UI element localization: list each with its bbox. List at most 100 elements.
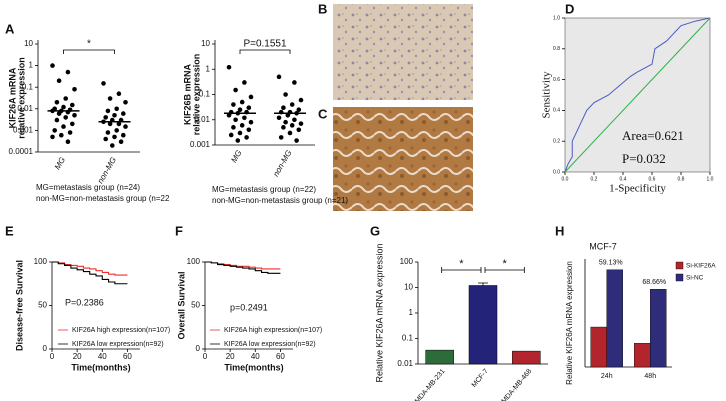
data-point xyxy=(226,64,232,70)
annotation: P=0.1551 xyxy=(243,39,287,50)
data-point xyxy=(296,127,302,133)
data-point xyxy=(294,138,299,143)
data-point xyxy=(242,80,247,85)
y-tick-label: 0 xyxy=(196,344,201,353)
legend-label: Si-KIF26A xyxy=(686,263,716,270)
data-point xyxy=(61,124,66,129)
bar xyxy=(606,269,623,368)
data-point xyxy=(278,135,284,140)
data-point xyxy=(235,138,241,143)
data-point xyxy=(70,121,75,127)
y-tick-label: 0.2 xyxy=(553,139,560,145)
x-tick-label: 0 xyxy=(50,352,55,361)
data-point xyxy=(54,117,60,123)
x-tick-label: MG xyxy=(229,149,243,165)
data-point xyxy=(298,121,304,126)
y-axis-label: Disease-free Survival xyxy=(14,260,24,351)
data-point xyxy=(116,91,122,97)
data-point xyxy=(63,115,68,120)
data-point xyxy=(107,96,113,101)
curve xyxy=(564,17,711,173)
panel-letter: C xyxy=(318,106,328,121)
annotation: 68.66% xyxy=(642,279,666,286)
panel-letter: H xyxy=(555,223,564,238)
y-tick-label: 10 xyxy=(201,39,210,48)
data-point xyxy=(233,117,238,123)
y-tick-label: 1 xyxy=(29,61,34,70)
bar xyxy=(425,349,454,365)
x-tick-label: 0.6 xyxy=(649,176,656,182)
ihc-image-b xyxy=(333,4,473,100)
x-tick-label: 0.4 xyxy=(620,176,627,182)
y-tick-label: 0.1 xyxy=(22,82,34,91)
data-point xyxy=(101,81,106,86)
panel-letter: G xyxy=(370,223,380,238)
annotation: Area=0.621 xyxy=(622,128,684,143)
y-axis-label: KIF26B mRNA xyxy=(182,63,192,125)
data-point xyxy=(67,130,73,135)
y-tick-label: 0.001 xyxy=(190,140,211,149)
y-tick-label: 0.01 xyxy=(194,115,210,124)
chart-title: MCF-7 xyxy=(589,241,617,251)
y-tick-label: 50 xyxy=(191,301,200,310)
data-point xyxy=(103,115,108,120)
y-tick-label: 0.1 xyxy=(402,334,414,343)
x-tick-label: 60 xyxy=(123,352,132,361)
note: non-MG=non-metastasis group (n=21) xyxy=(212,196,348,205)
data-point xyxy=(50,63,55,68)
y-axis-label: Overall Survival xyxy=(176,271,186,339)
bar xyxy=(650,289,667,368)
data-point xyxy=(292,80,297,85)
panel-letter: A xyxy=(5,21,15,36)
data-point xyxy=(52,128,57,133)
legend-label: Si-NC xyxy=(686,275,704,282)
data-point xyxy=(56,78,62,83)
y-tick-label: 100 xyxy=(34,257,48,266)
data-point xyxy=(121,111,126,116)
annotation: 59.13% xyxy=(599,260,623,267)
error-bar xyxy=(478,282,488,286)
y-tick-label: 100 xyxy=(400,257,414,266)
data-point xyxy=(70,102,75,108)
data-point xyxy=(237,107,243,113)
curve xyxy=(564,17,711,173)
annotation: p=0.2491 xyxy=(230,302,268,312)
y-tick-label: 10 xyxy=(404,283,413,292)
data-point xyxy=(54,99,60,105)
x-axis-label: 1-Specificity xyxy=(609,183,666,195)
x-tick-label: MG xyxy=(53,156,67,172)
note: MG=metastasis group (n=24) xyxy=(36,183,140,192)
data-point xyxy=(226,113,232,118)
y-tick-label: 0.4 xyxy=(553,108,560,114)
data-point xyxy=(276,74,282,80)
survival-curve xyxy=(52,261,128,285)
bar xyxy=(634,343,651,368)
data-point xyxy=(231,102,236,107)
data-point xyxy=(281,125,286,130)
legend-label: KIF26A high expression(n=107) xyxy=(72,327,170,334)
panel-letter: E xyxy=(5,223,14,238)
data-point xyxy=(56,111,62,116)
y-tick-label: 0 xyxy=(43,344,48,353)
y-tick-label: 1 xyxy=(206,64,211,73)
annotation: P=0.032 xyxy=(622,151,666,166)
data-point xyxy=(296,107,302,113)
y-tick-label: 10 xyxy=(24,39,33,48)
legend-label: KIF26A high expression(n=107) xyxy=(224,327,322,334)
data-point xyxy=(246,105,252,111)
y-tick-label: 1 xyxy=(409,308,414,317)
data-point xyxy=(116,121,122,127)
x-tick-label: non-MG xyxy=(271,149,293,179)
legend-swatch xyxy=(675,273,684,282)
data-point xyxy=(107,121,113,127)
y-tick-label: 100 xyxy=(187,257,201,266)
data-point xyxy=(110,143,115,148)
data-point xyxy=(59,132,64,138)
note: non-MG=non-metastasis group (n=22 xyxy=(36,194,170,203)
x-tick-label: 0.0 xyxy=(562,176,569,182)
data-point xyxy=(248,94,254,100)
bar xyxy=(512,350,541,365)
data-point xyxy=(118,139,124,144)
data-point xyxy=(65,69,71,75)
